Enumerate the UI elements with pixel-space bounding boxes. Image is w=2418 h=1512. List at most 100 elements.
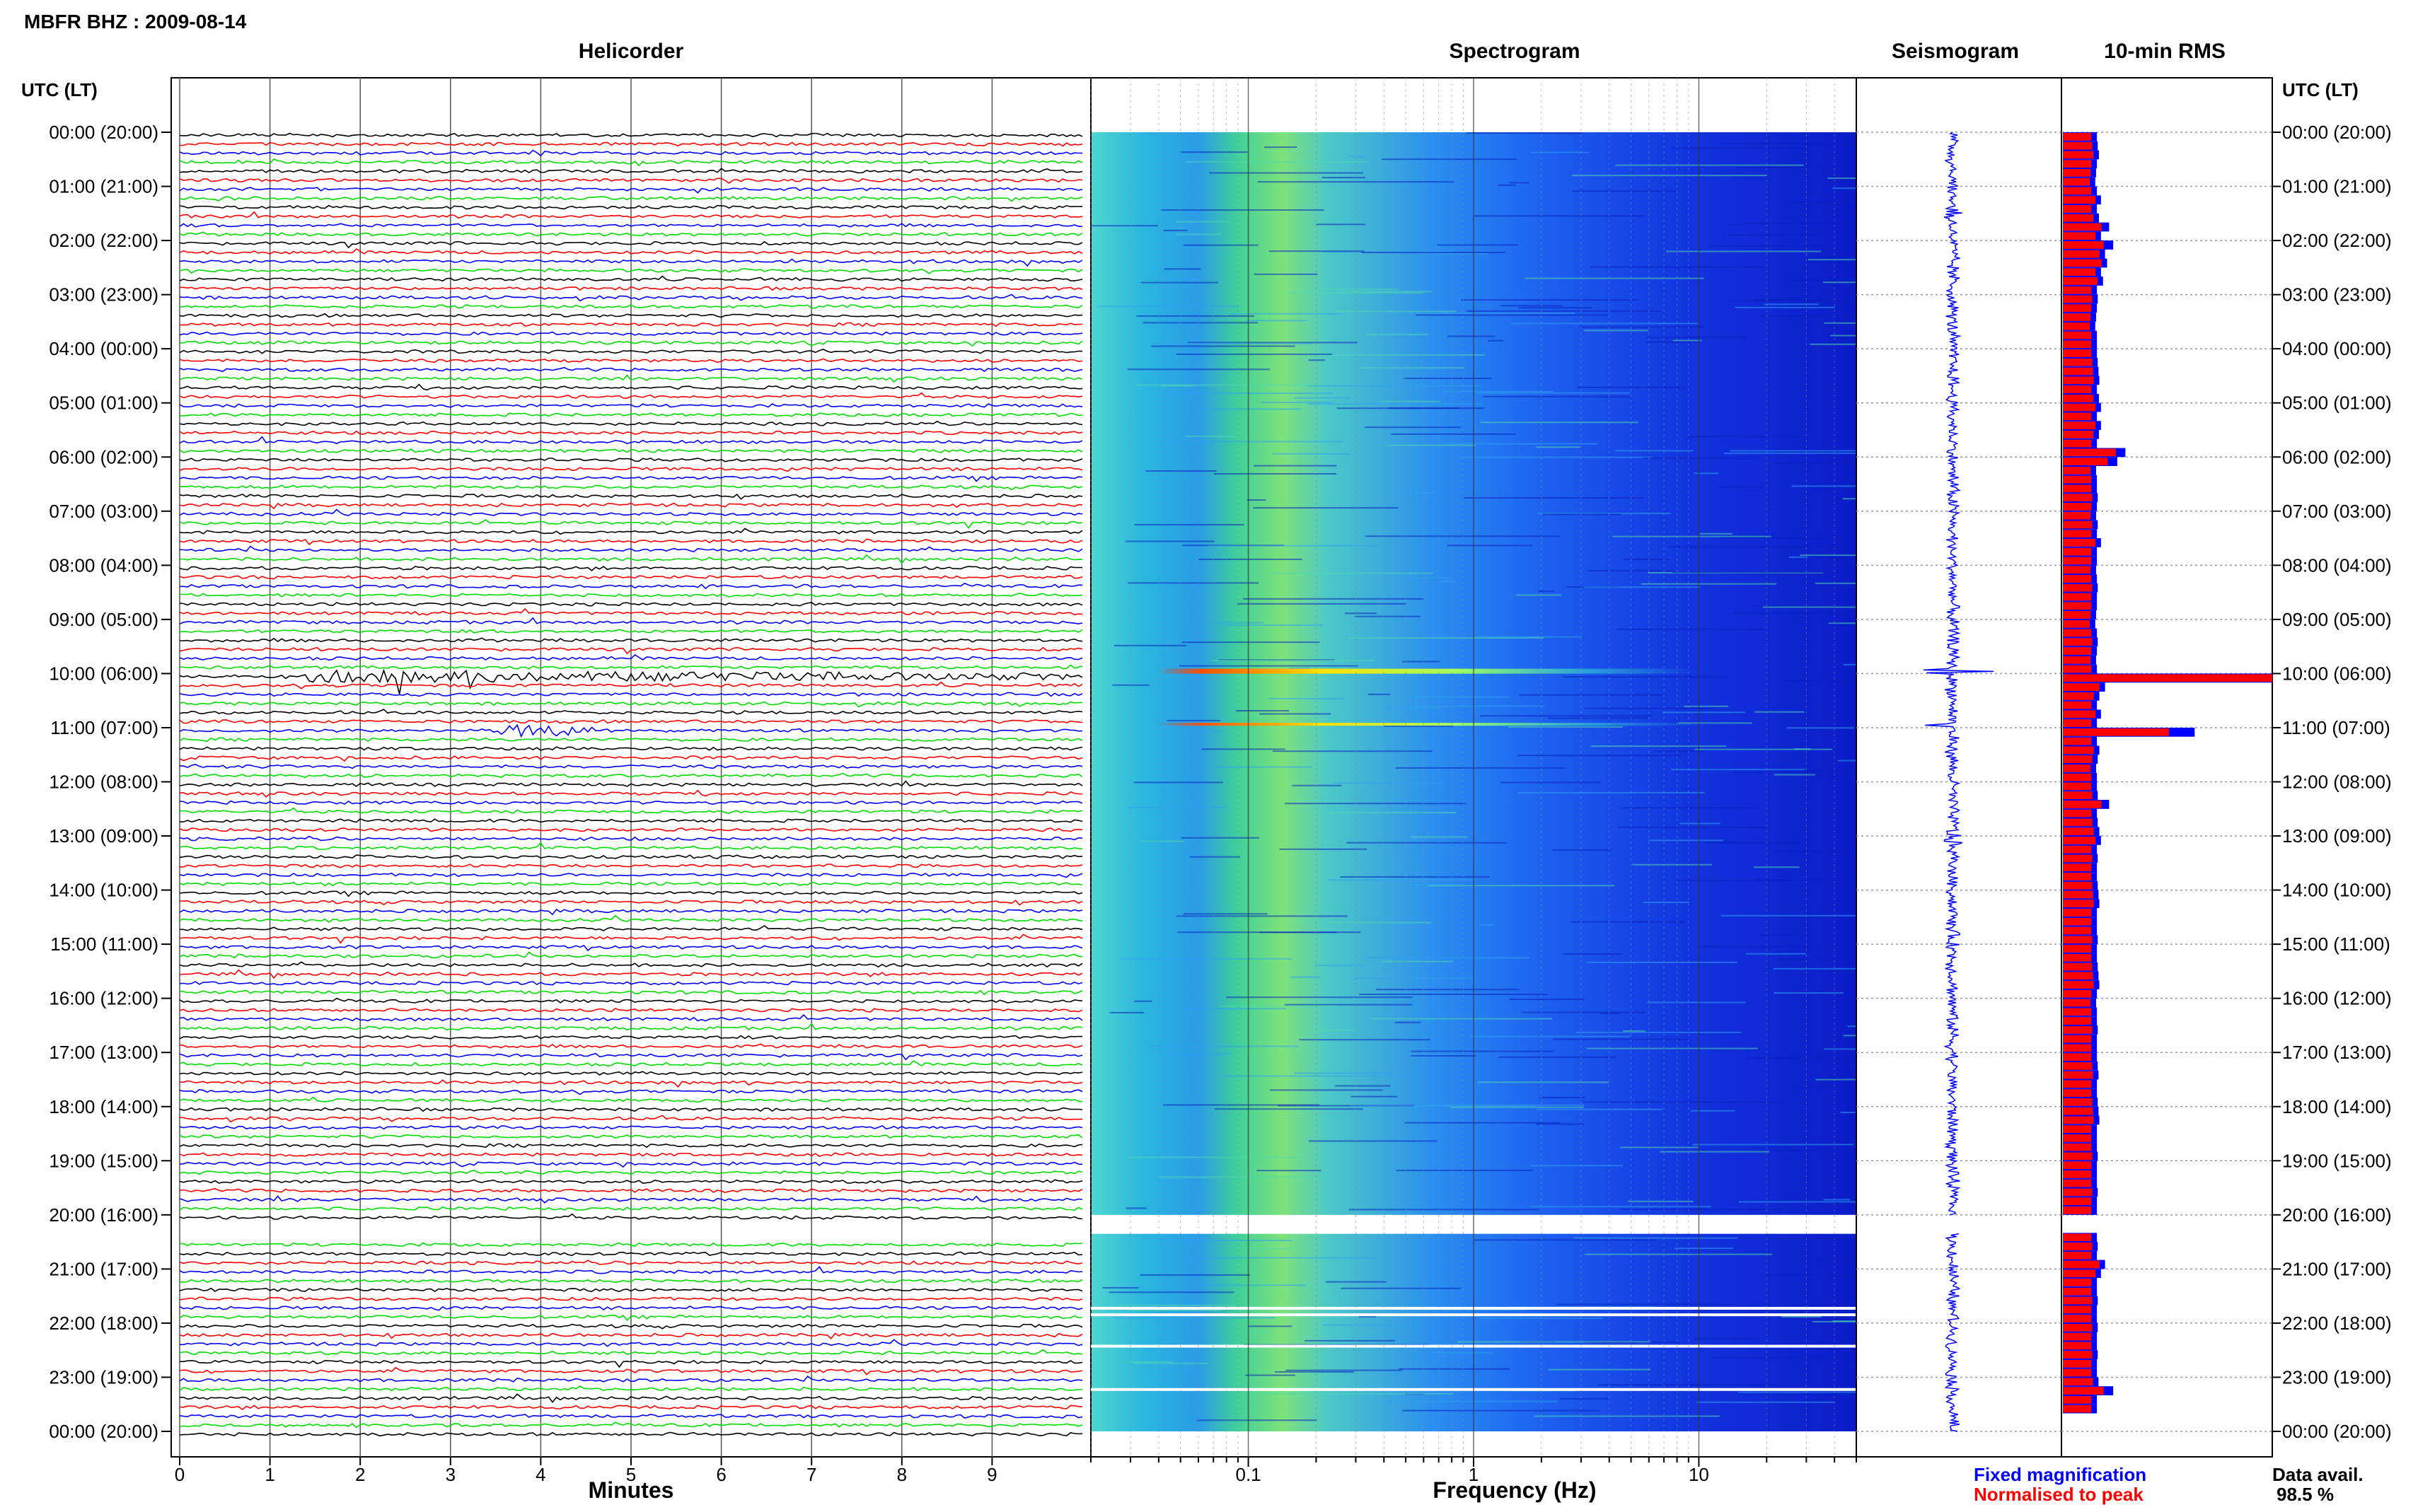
helicorder-trace bbox=[179, 890, 1083, 897]
spectrogram-texture bbox=[1754, 711, 1805, 713]
time-tick-label-left: 23:00 (19:00) bbox=[49, 1366, 158, 1388]
spectrogram-texture bbox=[1572, 190, 1677, 192]
helicorder-trace bbox=[179, 602, 1083, 607]
rms-bar-normalised bbox=[2063, 385, 2092, 393]
spectrogram-texture bbox=[1329, 811, 1457, 813]
time-tick-label-left: 13:00 (09:00) bbox=[49, 825, 158, 847]
spectrogram-texture bbox=[1235, 710, 1290, 712]
spectrogram-texture bbox=[1643, 457, 1758, 459]
rms-bar-normalised bbox=[2063, 981, 2094, 989]
helicorder-trace bbox=[179, 195, 1083, 202]
spectrogram-texture bbox=[1145, 470, 1217, 472]
spectrogram-texture bbox=[1498, 184, 1516, 186]
time-tick-label-left: 02:00 (22:00) bbox=[49, 230, 158, 251]
spectrogram-texture bbox=[1167, 441, 1343, 443]
spectrogram-texture bbox=[1517, 755, 1682, 757]
spectrogram-texture bbox=[1618, 826, 1768, 828]
time-tick-label-right: 10:00 (06:00) bbox=[2282, 663, 2392, 684]
rms-bar-normalised bbox=[2063, 439, 2092, 448]
rms-bar-normalised bbox=[2063, 647, 2092, 655]
helicorder-trace bbox=[179, 430, 1083, 436]
spectrogram-texture bbox=[1556, 1303, 1735, 1305]
minute-tick-label: 9 bbox=[987, 1464, 997, 1485]
time-tick-label-left: 09:00 (05:00) bbox=[49, 609, 158, 630]
spectrogram-texture bbox=[1552, 849, 1612, 851]
spectrogram-texture bbox=[1536, 1108, 1663, 1110]
helicorder-trace bbox=[179, 132, 1083, 138]
rms-bar-normalised bbox=[2063, 746, 2094, 755]
spectrogram-texture bbox=[1743, 222, 1856, 224]
spectrogram-texture bbox=[1692, 1144, 1854, 1146]
spectrogram-texture bbox=[1791, 279, 1856, 281]
spectrogram-texture bbox=[1559, 1397, 1609, 1400]
spectrogram-texture bbox=[1614, 450, 1694, 452]
spectrogram-texture bbox=[1237, 603, 1406, 605]
rms-bar-normalised bbox=[2063, 1251, 2092, 1260]
spectrogram-texture bbox=[1759, 315, 1856, 318]
helicorder-trace bbox=[179, 231, 1083, 237]
rms-bar-normalised bbox=[2063, 692, 2094, 700]
rms-bar-normalised bbox=[2063, 818, 2093, 827]
minute-tick-label: 3 bbox=[446, 1464, 456, 1485]
helicorder-trace bbox=[179, 313, 1083, 318]
rms-bar-normalised bbox=[2063, 801, 2102, 808]
helicorder-trace bbox=[179, 1251, 1083, 1257]
spectrogram-texture bbox=[1830, 335, 1856, 337]
rms-bar-normalised bbox=[2063, 1080, 2092, 1088]
spectrogram-texture bbox=[1254, 273, 1318, 275]
time-tick-label-left: 00:00 (20:00) bbox=[49, 122, 158, 143]
spectrogram-texture bbox=[1159, 1176, 1321, 1178]
spectrogram-texture bbox=[1274, 1371, 1354, 1373]
spectrogram-texture bbox=[1498, 1056, 1616, 1058]
time-tick-label-left: 15:00 (11:00) bbox=[50, 934, 158, 955]
spectrogram-texture bbox=[1463, 496, 1645, 499]
spectrogram-texture bbox=[1365, 535, 1560, 537]
spectrogram-texture bbox=[1279, 848, 1367, 850]
spectrogram-texture bbox=[1781, 770, 1856, 772]
rms-bar-normalised bbox=[2063, 530, 2092, 538]
spectrogram-texture bbox=[1789, 556, 1808, 558]
spectrogram-texture bbox=[1775, 850, 1847, 852]
spectrogram-texture bbox=[1222, 624, 1324, 626]
spectrogram-texture bbox=[1480, 421, 1638, 424]
spectrogram-texture bbox=[1774, 774, 1815, 776]
spectrogram-texture bbox=[1508, 726, 1623, 728]
rms-bar-normalised bbox=[2063, 845, 2092, 854]
rms-bar-normalised bbox=[2063, 945, 2092, 953]
spectrogram-texture bbox=[1165, 1053, 1230, 1055]
helicorder-trace bbox=[179, 436, 1083, 445]
helicorder-trace bbox=[179, 1431, 1083, 1437]
helicorder-trace bbox=[179, 1187, 1083, 1193]
helicorder-trace bbox=[179, 1013, 1083, 1022]
spectrogram-texture bbox=[1383, 725, 1453, 727]
spectrogram-texture bbox=[1381, 960, 1454, 963]
time-tick-label-left: 05:00 (01:00) bbox=[49, 392, 158, 414]
spectrogram-texture bbox=[1277, 1105, 1415, 1107]
helicorder-trace bbox=[179, 1421, 1083, 1429]
rms-bar-normalised bbox=[2063, 737, 2092, 745]
spectrogram-texture bbox=[1181, 837, 1260, 839]
spectrogram-texture bbox=[1326, 1281, 1387, 1283]
rms-bar-normalised bbox=[2063, 710, 2096, 719]
spectrogram-texture bbox=[1176, 915, 1348, 917]
helicorder-trace bbox=[179, 854, 1083, 859]
spectrogram-texture bbox=[1619, 1146, 1699, 1148]
spectrogram-texture bbox=[1615, 164, 1804, 166]
helicorder-trace bbox=[179, 1161, 1083, 1168]
spectrogram-texture bbox=[1284, 1004, 1413, 1006]
spectrogram-texture bbox=[1447, 545, 1533, 547]
rms-bar-normalised bbox=[2063, 133, 2092, 141]
helicorder-title: Helicorder bbox=[579, 40, 684, 63]
rms-bar-normalised bbox=[2063, 511, 2091, 520]
spectrogram-texture bbox=[1128, 582, 1259, 584]
helicorder-trace bbox=[179, 1107, 1083, 1112]
helicorder-trace bbox=[179, 374, 1083, 383]
spectrogram-texture bbox=[1365, 333, 1429, 335]
spectrogram-texture bbox=[1554, 1038, 1689, 1040]
time-tick-label-right: 19:00 (15:00) bbox=[2282, 1150, 2392, 1171]
spectrogram-texture bbox=[1708, 245, 1829, 248]
spectrogram-texture bbox=[1786, 202, 1856, 204]
spectrogram-texture bbox=[1530, 1206, 1711, 1208]
rms-bar-normalised bbox=[2063, 1233, 2092, 1242]
helicorder-trace bbox=[179, 149, 1083, 157]
